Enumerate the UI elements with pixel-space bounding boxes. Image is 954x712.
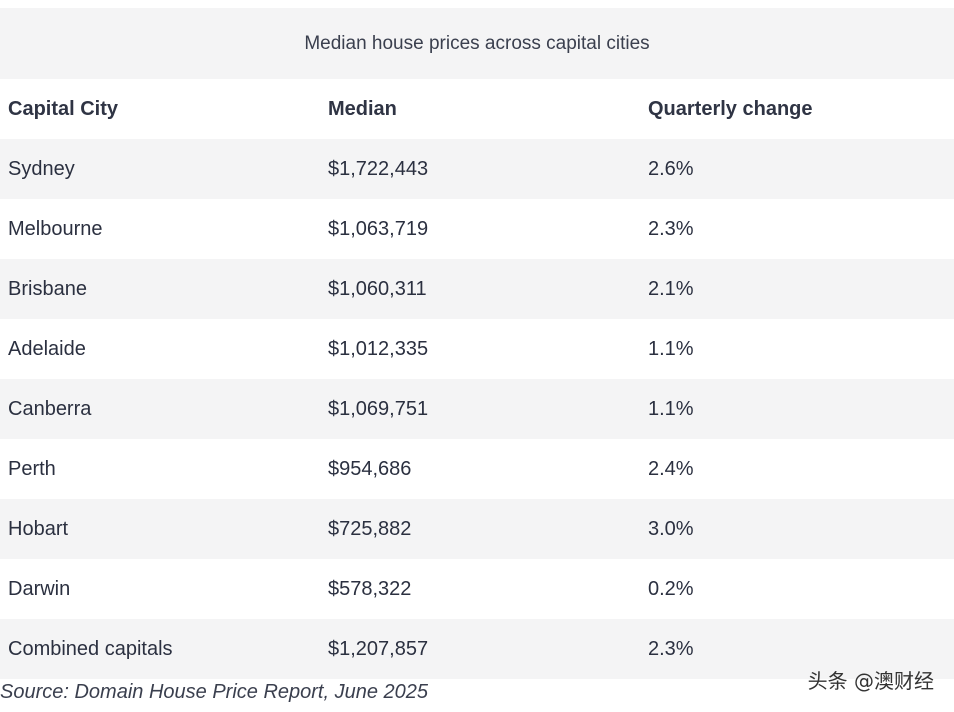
cell-quarterly-change: 1.1%: [648, 337, 694, 360]
table-row: Adelaide $1,012,335 1.1%: [0, 319, 954, 379]
cell-median: $1,060,311: [328, 277, 427, 300]
cell-median: $1,063,719: [328, 217, 429, 240]
cell-quarterly-change: 2.4%: [648, 457, 694, 480]
cell-quarterly-change: 0.2%: [648, 577, 694, 600]
cell-capital-city: Darwin: [8, 577, 71, 600]
cell-capital-city: Combined capitals: [8, 637, 173, 660]
watermark: 头条 @澳财经: [807, 669, 934, 693]
cell-quarterly-change: 3.0%: [648, 517, 694, 540]
cell-quarterly-change: 2.3%: [648, 637, 694, 660]
table-row: Hobart $725,882 3.0%: [0, 499, 954, 559]
cell-capital-city: Canberra: [8, 397, 92, 420]
cell-capital-city: Brisbane: [8, 277, 87, 300]
cell-quarterly-change: 1.1%: [648, 397, 694, 420]
table-row: Melbourne $1,063,719 2.3%: [0, 199, 954, 259]
cell-median: $1,069,751: [328, 397, 429, 420]
source-note: Source: Domain House Price Report, June …: [0, 681, 429, 703]
header-capital-city: Capital City: [8, 97, 119, 120]
cell-median: $1,207,857: [328, 637, 429, 660]
table-row: Perth $954,686 2.4%: [0, 439, 954, 499]
table-row: Sydney $1,722,443 2.6%: [0, 139, 954, 199]
price-table: Capital City Median Quarterly change Syd…: [0, 79, 954, 679]
cell-quarterly-change: 2.6%: [648, 157, 694, 180]
header-median: Median: [328, 97, 397, 120]
table-row: Combined capitals $1,207,857 2.3%: [0, 619, 954, 679]
table-row: Darwin $578,322 0.2%: [0, 559, 954, 619]
table-header-row: Capital City Median Quarterly change: [0, 79, 954, 139]
table-row: Brisbane $1,060,311 2.1%: [0, 259, 954, 319]
cell-capital-city: Hobart: [8, 517, 69, 540]
cell-quarterly-change: 2.3%: [648, 217, 694, 240]
cell-quarterly-change: 2.1%: [648, 277, 694, 300]
cell-median: $725,882: [328, 517, 412, 540]
cell-median: $1,722,443: [328, 157, 429, 180]
cell-median: $954,686: [328, 457, 412, 480]
cell-median: $578,322: [328, 577, 412, 600]
cell-capital-city: Sydney: [8, 157, 75, 180]
table-row: Canberra $1,069,751 1.1%: [0, 379, 954, 439]
cell-capital-city: Melbourne: [8, 217, 103, 240]
table-caption: Median house prices across capital citie…: [0, 8, 954, 79]
cell-median: $1,012,335: [328, 337, 429, 360]
cell-capital-city: Adelaide: [8, 337, 86, 360]
cell-capital-city: Perth: [8, 457, 56, 480]
header-quarterly-change: Quarterly change: [648, 97, 813, 120]
